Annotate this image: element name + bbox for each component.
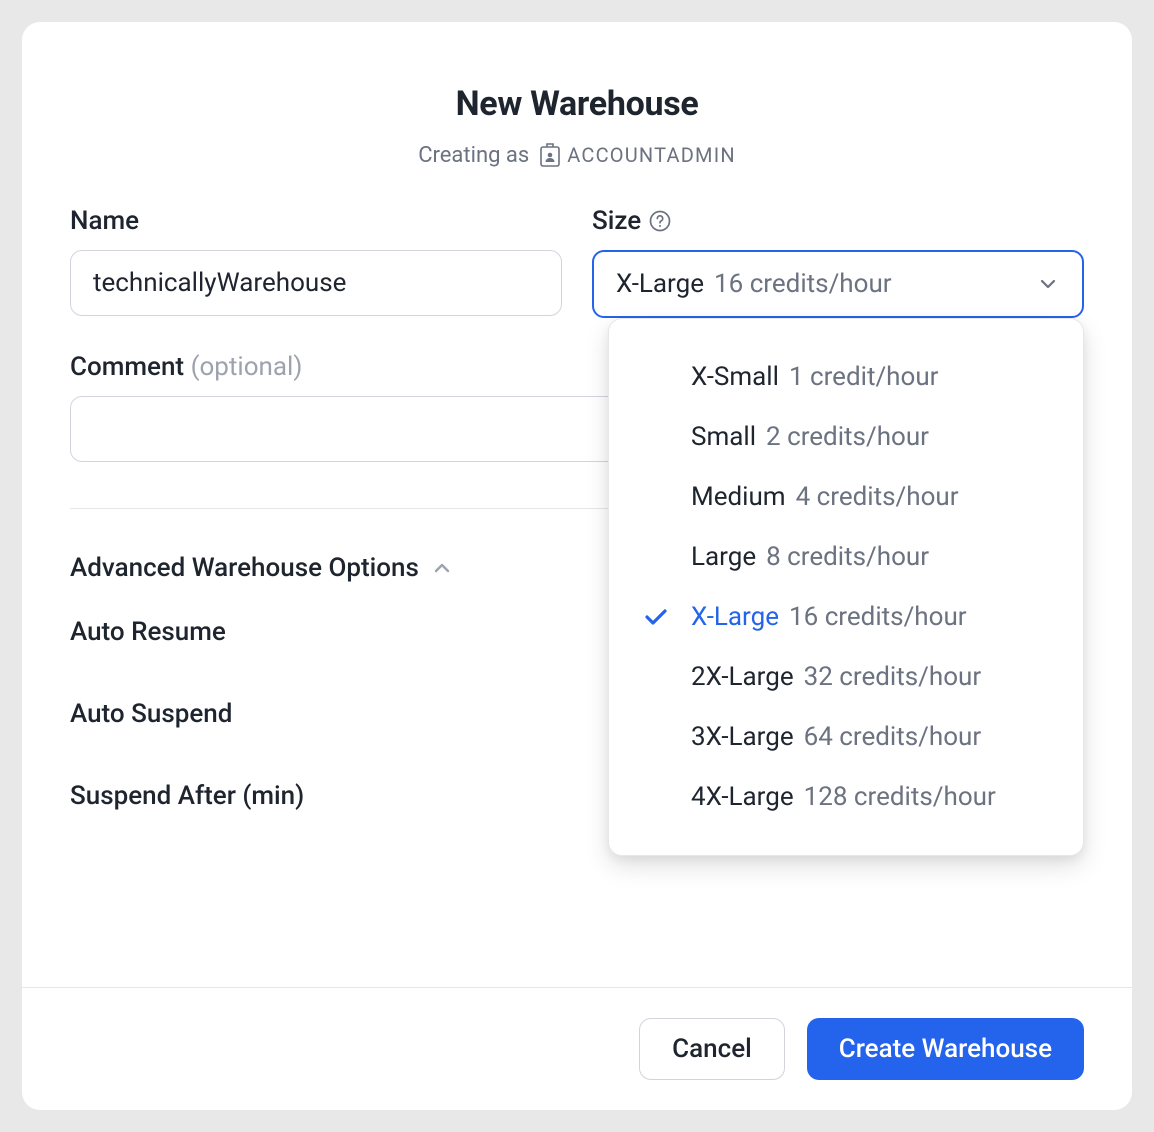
comment-optional: (optional) — [191, 352, 303, 382]
modal-body: Name Size X-La — [22, 206, 1132, 987]
size-selected-label: X-Large — [616, 269, 704, 299]
role-badge: ACCOUNTADMIN — [539, 142, 736, 168]
name-label: Name — [70, 206, 139, 236]
size-option[interactable]: X-Large 16 credits/hour — [609, 587, 1083, 647]
name-input[interactable] — [70, 250, 562, 316]
modal-subtitle: Creating as ACCOUNTADMIN — [22, 142, 1132, 168]
size-option[interactable]: Medium 4 credits/hour — [609, 467, 1083, 527]
creating-as-label: Creating as — [418, 143, 529, 168]
comment-label: Comment — [70, 352, 184, 382]
size-option[interactable]: Small 2 credits/hour — [609, 407, 1083, 467]
size-option-label: X-Small — [691, 362, 779, 392]
size-option-label: Small — [691, 422, 756, 452]
size-label: Size — [592, 206, 641, 236]
new-warehouse-modal: New Warehouse Creating as ACCOUNTADMIN — [22, 22, 1132, 1110]
size-option-sublabel: 4 credits/hour — [796, 482, 959, 512]
size-option-sublabel: 8 credits/hour — [766, 542, 929, 572]
size-option-sublabel: 128 credits/hour — [804, 782, 996, 812]
size-selected-sublabel: 16 credits/hour — [714, 269, 892, 299]
size-option[interactable]: Large 8 credits/hour — [609, 527, 1083, 587]
chevron-down-icon — [1036, 272, 1060, 296]
cancel-button[interactable]: Cancel — [639, 1018, 785, 1080]
advanced-options-title: Advanced Warehouse Options — [70, 553, 419, 583]
size-option[interactable]: X-Small 1 credit/hour — [609, 347, 1083, 407]
size-option-sublabel: 64 credits/hour — [804, 722, 982, 752]
size-field-group: Size X-Large 16 credits/hour — [592, 206, 1084, 318]
help-icon[interactable] — [649, 210, 671, 232]
modal-footer: Cancel Create Warehouse — [22, 987, 1132, 1110]
size-option-label: 3X-Large — [691, 722, 794, 752]
size-dropdown: X-Small 1 credit/hour Small 2 credits/hour M… — [608, 318, 1084, 856]
size-option-label: 2X-Large — [691, 662, 794, 692]
size-option-label: 4X-Large — [691, 782, 794, 812]
chevron-up-icon — [431, 557, 453, 579]
size-option-label: Medium — [691, 482, 786, 512]
size-option-sublabel: 32 credits/hour — [804, 662, 982, 692]
size-option[interactable]: 3X-Large 64 credits/hour — [609, 707, 1083, 767]
create-warehouse-button[interactable]: Create Warehouse — [807, 1018, 1084, 1080]
size-option[interactable]: 4X-Large 128 credits/hour — [609, 767, 1083, 827]
size-option-label: X-Large — [691, 602, 779, 632]
size-option-label: Large — [691, 542, 756, 572]
role-icon — [539, 142, 561, 168]
check-icon — [643, 604, 669, 630]
size-option-sublabel: 1 credit/hour — [789, 362, 939, 392]
modal-header: New Warehouse Creating as ACCOUNTADMIN — [22, 22, 1132, 206]
size-option-sublabel: 2 credits/hour — [766, 422, 929, 452]
size-select[interactable]: X-Large 16 credits/hour — [592, 250, 1084, 318]
role-name: ACCOUNTADMIN — [567, 143, 736, 167]
modal-title: New Warehouse — [22, 84, 1132, 124]
size-option[interactable]: 2X-Large 32 credits/hour — [609, 647, 1083, 707]
form-row-1: Name Size X-La — [70, 206, 1084, 318]
name-field-group: Name — [70, 206, 562, 318]
size-option-sublabel: 16 credits/hour — [789, 602, 967, 632]
